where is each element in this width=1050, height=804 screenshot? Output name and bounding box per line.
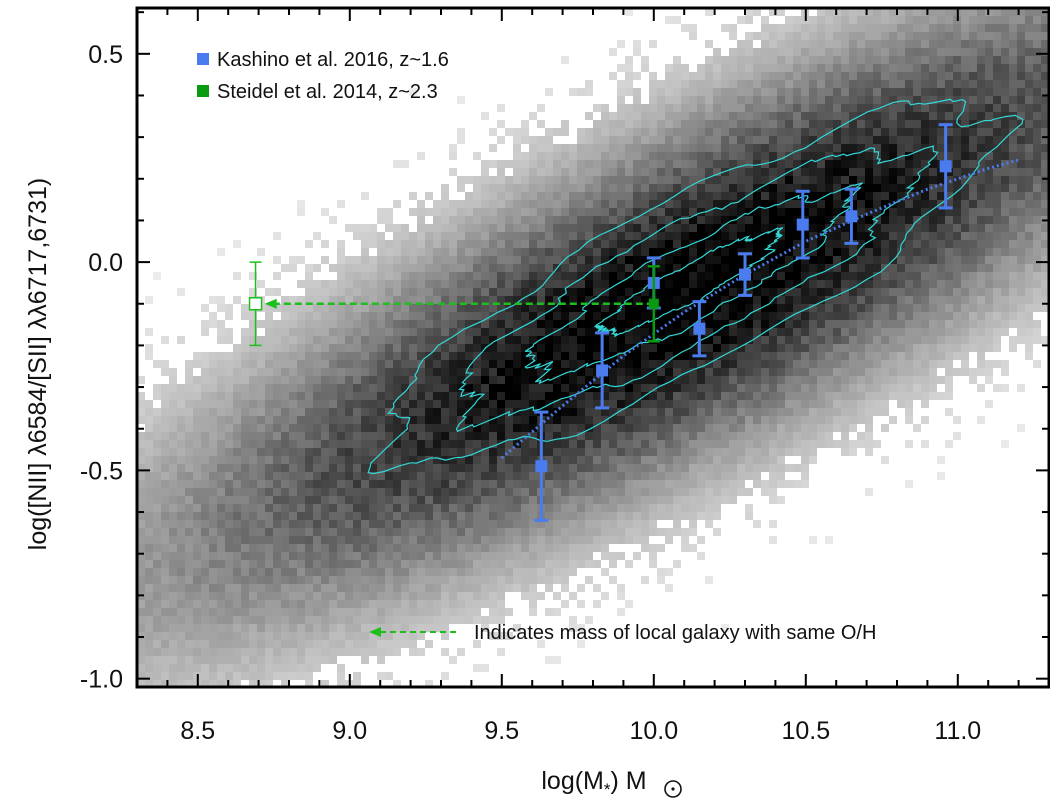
legend-swatch-steidel [197, 85, 209, 97]
x-axis-title: log(M*) M [541, 767, 646, 799]
annotation: Indicates mass of local galaxy with same… [369, 622, 876, 644]
x-axis-title-unit: ) M [611, 767, 647, 795]
marker [739, 268, 751, 281]
mass-arrow [248, 261, 654, 347]
contour-level-2 [455, 145, 939, 433]
mass-arrow-head [264, 298, 277, 309]
sun-symbol [664, 780, 682, 798]
point-kashino-1 [595, 331, 610, 410]
y-tick-label: -1.0 [80, 666, 123, 694]
annotation-arrow-head [369, 627, 381, 637]
x-tick-label: 10.5 [781, 717, 830, 745]
marker [648, 298, 659, 309]
x-tick-label: 9.5 [484, 717, 519, 745]
point-kashino-4 [738, 252, 752, 297]
contour-level-3 [524, 182, 863, 385]
marker [596, 364, 609, 377]
marker [939, 160, 952, 173]
marker [796, 218, 809, 231]
point-kashino-6 [844, 187, 859, 245]
legend: Kashino et al. 2016, z~1.6 Steidel et al… [197, 49, 449, 103]
legend-label-kashino: Kashino et al. 2016, z~1.6 [217, 49, 449, 71]
x-tick-label: 11.0 [934, 717, 981, 745]
point-kashino-7 [938, 123, 953, 210]
contour-level-1 [367, 98, 1024, 475]
local-mass-marker [248, 297, 263, 311]
density-background [137, 8, 1049, 687]
point-kashino-3 [692, 300, 707, 358]
x-axis-title-sub: * [604, 780, 611, 799]
x-tick-label: 10.0 [629, 717, 678, 745]
x-tick-label: 8.5 [180, 717, 215, 745]
point-kashino-5 [795, 189, 810, 260]
marker [535, 460, 548, 473]
legend-swatch-kashino [197, 53, 209, 65]
point-kashino-0 [534, 410, 549, 522]
data-points [534, 123, 953, 522]
x-axis: 8.5 9.0 9.5 10.0 10.5 11.0 [136, 8, 1050, 745]
y-tick-label: 0.5 [88, 41, 123, 69]
x-axis-title-part: log(M [541, 767, 604, 795]
marker [845, 210, 858, 223]
x-tick-label: 9.0 [332, 717, 367, 745]
point-steidel-0 [647, 265, 660, 343]
y-tick-label: -0.5 [80, 457, 123, 485]
marker [693, 322, 706, 335]
y-tick-label: 0.0 [88, 249, 123, 277]
annotation-text: Indicates mass of local galaxy with same… [474, 622, 876, 644]
legend-label-steidel: Steidel et al. 2014, z~2.3 [217, 81, 438, 103]
y-axis-title: log([NII] λ6584/[SII] λλ6717,6731) [24, 178, 52, 550]
y-axis: 0.5 0.0 -0.5 -1.0 [80, 11, 1049, 694]
